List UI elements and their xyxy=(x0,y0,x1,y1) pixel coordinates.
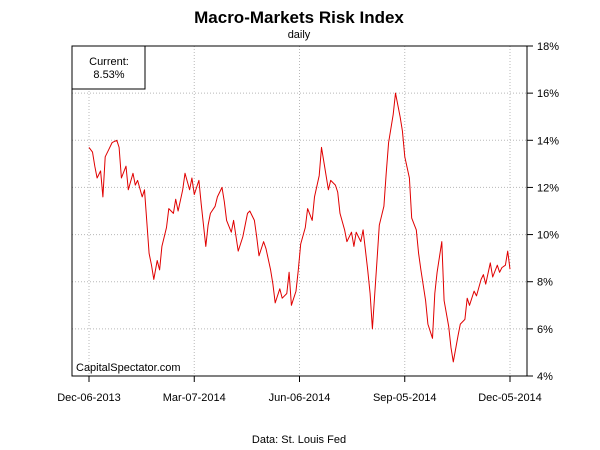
y-tick-label: 10% xyxy=(537,230,559,242)
y-tick-label: 6% xyxy=(537,324,553,336)
y-tick-label: 14% xyxy=(537,135,559,147)
y-tick-label: 18% xyxy=(537,41,559,53)
current-value: 8.53% xyxy=(93,69,124,81)
x-tick-label: Mar-07-2014 xyxy=(163,392,226,404)
chart-subtitle: daily xyxy=(288,29,311,41)
series-layer xyxy=(88,92,511,363)
x-axis: Dec-06-2013 Mar-07-2014 Jun-06-2014 Sep-05-… xyxy=(57,376,542,404)
chart-title: Macro-Markets Risk Index xyxy=(194,8,404,27)
gridlines xyxy=(72,46,527,376)
current-box-border xyxy=(71,45,146,90)
y-tick-label: 8% xyxy=(537,277,553,289)
y-axis: 4% 6% 8% 10% 12% 14% 16% 18% xyxy=(527,41,559,383)
x-tick-label: Dec-06-2013 xyxy=(57,392,121,404)
series-line xyxy=(88,92,511,363)
watermark-text: CapitalSpectator.com xyxy=(76,362,181,374)
x-tick-label: Dec-05-2014 xyxy=(478,392,542,404)
current-value-box: Current: 8.53% xyxy=(71,45,146,90)
x-tick-label: Sep-05-2014 xyxy=(373,392,437,404)
x-tick-label: Jun-06-2014 xyxy=(269,392,331,404)
chart-caption: Data: St. Louis Fed xyxy=(252,434,346,446)
y-tick-label: 12% xyxy=(537,182,559,194)
current-label: Current: xyxy=(89,56,129,68)
plot-frame xyxy=(71,45,528,377)
y-tick-label: 16% xyxy=(537,88,559,100)
y-tick-label: 4% xyxy=(537,371,553,383)
